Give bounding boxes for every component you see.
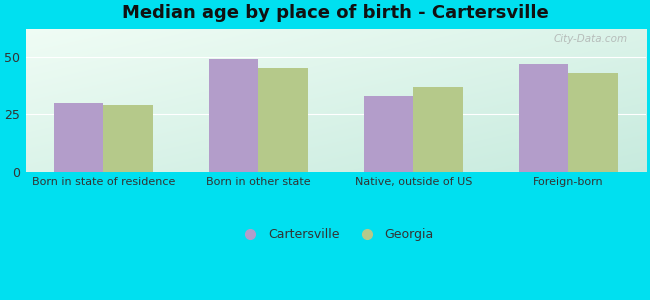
Bar — [103, 105, 153, 172]
Text: City-Data.com: City-Data.com — [553, 34, 627, 44]
Title: Median age by place of birth - Cartersville: Median age by place of birth - Cartersvi… — [122, 4, 549, 22]
Bar — [364, 96, 413, 172]
Bar — [519, 64, 568, 172]
Bar — [413, 87, 463, 172]
Bar — [258, 68, 308, 172]
Bar — [209, 59, 258, 172]
Legend: Cartersville, Georgia: Cartersville, Georgia — [233, 224, 439, 247]
Bar — [568, 73, 618, 172]
Bar — [54, 103, 103, 172]
